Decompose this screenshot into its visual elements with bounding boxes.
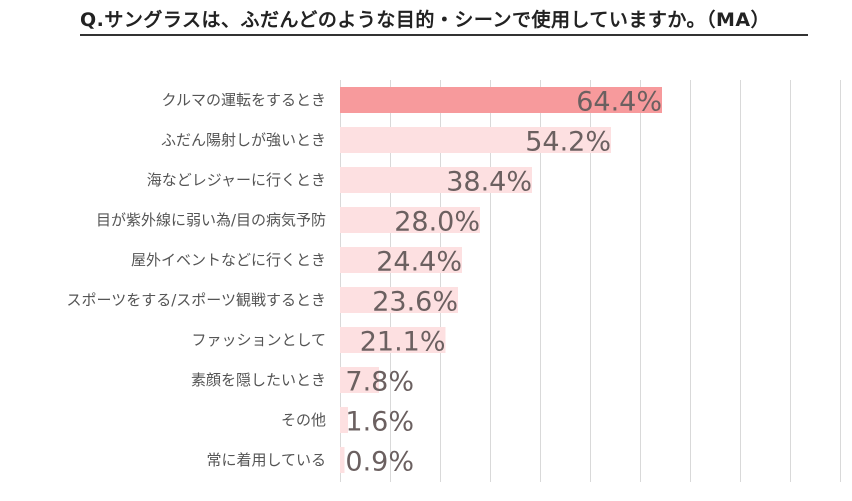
data-label: 0.9% (345, 447, 414, 478)
data-label: 24.4% (376, 247, 462, 278)
category-label: ファッションとして (191, 331, 326, 349)
data-label: 7.8% (345, 367, 414, 398)
data-label: 21.1% (360, 327, 446, 358)
category-label: クルマの運転をするとき (161, 91, 326, 109)
bar (340, 247, 462, 273)
bar (340, 327, 446, 353)
data-label: 23.6% (372, 287, 458, 318)
bar (340, 367, 379, 393)
category-label: ふだん陽射しが強いとき (161, 131, 326, 149)
category-label: 屋外イベントなどに行くとき (131, 251, 326, 269)
data-label: 54.2% (525, 127, 611, 158)
data-label: 28.0% (394, 207, 480, 238)
data-labels: 64.4% 54.2% 38.4% 28.0% 24.4% 23.6% 21.1% 7.8% 1… (345, 87, 662, 478)
category-labels: クルマの運転をするときふだん陽射しが強いとき海などレジャーに行くとき目が紫外線に… (67, 91, 326, 469)
bar (340, 447, 345, 473)
bar (340, 87, 662, 113)
data-label: 38.4% (446, 167, 532, 198)
category-label: 海などレジャーに行くとき (147, 171, 326, 189)
bar (340, 207, 480, 233)
bar (340, 127, 611, 153)
category-label: スポーツをする/スポーツ観戦するとき (67, 291, 326, 309)
data-label: 64.4% (576, 87, 662, 118)
bars (340, 87, 662, 473)
category-label: 常に着用している (206, 451, 326, 469)
category-label: 目が紫外線に弱い為/目の病気予防 (96, 211, 326, 229)
bar (340, 167, 532, 193)
chart-title: Q.サングラスは、ふだんどのような目的・シーンで使用していますか。（MA） (80, 6, 808, 36)
bar (340, 287, 458, 313)
bar (340, 407, 348, 433)
category-label: その他 (281, 411, 326, 429)
category-label: 素顔を隠したいとき (191, 371, 326, 389)
data-label: 1.6% (345, 407, 414, 438)
